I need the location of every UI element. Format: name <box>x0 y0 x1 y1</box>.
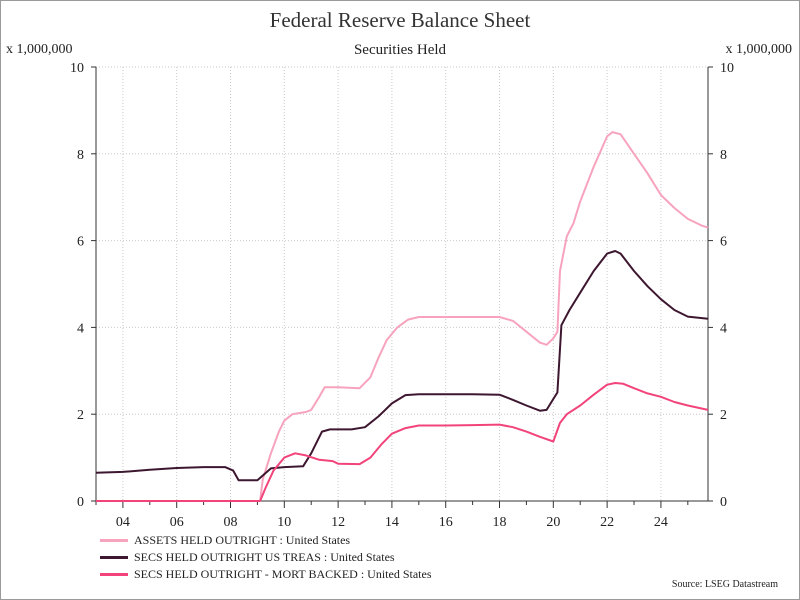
x-tick-label: 18 <box>493 515 507 530</box>
y-tick-label-left: 4 <box>77 321 84 336</box>
legend-label: SECS HELD OUTRIGHT - MORT BACKED : Unite… <box>134 566 432 581</box>
y-tick-label-right: 0 <box>720 495 727 510</box>
x-tick-label: 08 <box>224 515 238 530</box>
y-tick-label-right: 6 <box>720 235 727 250</box>
legend-swatch <box>100 572 128 576</box>
legend-item: ASSETS HELD OUTRIGHT : United States <box>100 532 520 548</box>
source-note: Source: LSEG Datastream <box>671 579 778 590</box>
y-tick-label-right: 2 <box>720 408 727 423</box>
y-tick-label-left: 8 <box>77 148 84 163</box>
legend-item: SECS HELD OUTRIGHT US TREAS : United Sta… <box>100 549 520 565</box>
x-tick-label: 16 <box>439 515 453 530</box>
series-line-2 <box>95 250 709 482</box>
chart-subtitle: Securities Held <box>353 42 447 58</box>
y-tick-label-left: 10 <box>70 61 84 76</box>
y-tick-label-right: 4 <box>720 321 727 336</box>
x-tick-label: 24 <box>654 515 668 530</box>
x-tick-label: 20 <box>546 515 560 530</box>
x-tick-label: 04 <box>116 515 130 530</box>
chart-title: Federal Reserve Balance Sheet <box>269 8 531 32</box>
legend-swatch <box>100 555 128 559</box>
x-tick-label: 22 <box>600 515 614 530</box>
legend-item: SECS HELD OUTRIGHT - MORT BACKED : Unite… <box>100 566 520 582</box>
x-tick-label: 14 <box>385 515 399 530</box>
series-line-1 <box>259 131 709 502</box>
y-tick-label-right: 8 <box>720 148 727 163</box>
y-tick-label-right: 10 <box>720 61 734 76</box>
x-tick-label: 10 <box>277 515 291 530</box>
left-axis-unit-label: x 1,000,000 <box>6 42 73 57</box>
y-tick-label-left: 0 <box>77 495 84 510</box>
x-tick-label: 12 <box>331 515 345 530</box>
legend-label: ASSETS HELD OUTRIGHT : United States <box>134 532 351 547</box>
legend-swatch <box>100 538 128 542</box>
x-tick-label: 06 <box>170 515 184 530</box>
y-tick-label-left: 6 <box>77 235 84 250</box>
legend-label: SECS HELD OUTRIGHT US TREAS : United Sta… <box>134 549 395 564</box>
y-tick-label-left: 2 <box>77 408 84 423</box>
right-axis-unit-label: x 1,000,000 <box>725 42 793 57</box>
series-line-3 <box>96 382 709 502</box>
